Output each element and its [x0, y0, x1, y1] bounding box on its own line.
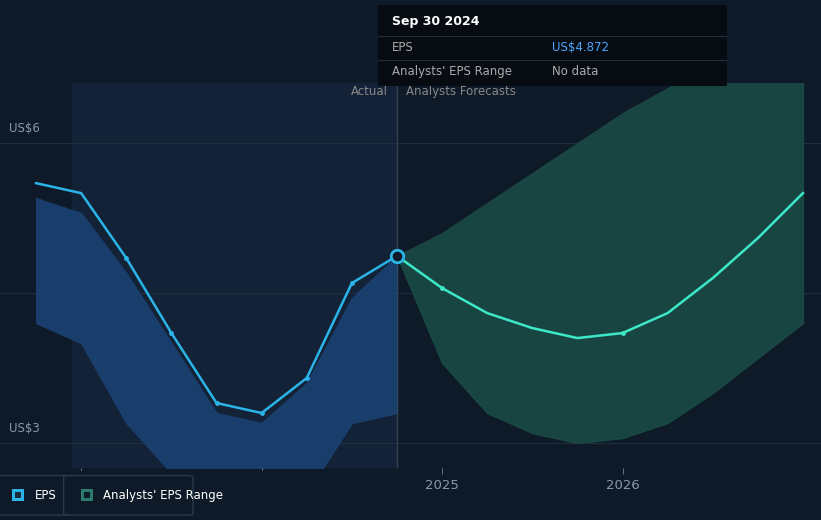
Text: Analysts' EPS Range: Analysts' EPS Range: [103, 489, 222, 502]
Text: US$6: US$6: [9, 122, 40, 135]
Text: Sep 30 2024: Sep 30 2024: [392, 15, 479, 28]
Bar: [72, 83, 397, 468]
Text: US$4.872: US$4.872: [553, 42, 609, 55]
Text: EPS: EPS: [34, 489, 57, 502]
Text: No data: No data: [553, 65, 599, 78]
Text: Analysts' EPS Range: Analysts' EPS Range: [392, 65, 511, 78]
FancyBboxPatch shape: [0, 475, 76, 515]
Text: Actual: Actual: [351, 85, 388, 98]
Text: Analysts Forecasts: Analysts Forecasts: [406, 85, 516, 98]
Text: EPS: EPS: [392, 42, 413, 55]
FancyBboxPatch shape: [64, 475, 193, 515]
Text: US$3: US$3: [9, 422, 39, 435]
